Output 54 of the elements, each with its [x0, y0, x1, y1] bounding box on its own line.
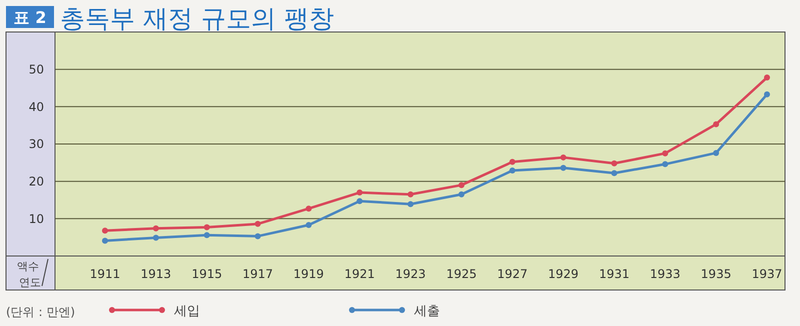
point: [306, 222, 312, 228]
x-tick-label: 1931: [598, 267, 630, 281]
point: [102, 238, 108, 244]
x-tick-label: 1935: [700, 267, 732, 281]
point: [458, 182, 464, 188]
x-tick-label: 1915: [192, 267, 222, 281]
x-tick-label: 1937: [752, 267, 782, 281]
x-tick-label: 1921: [344, 267, 375, 281]
point: [662, 150, 668, 156]
point: [713, 150, 720, 156]
point: [102, 228, 108, 234]
legend-label: 세출: [414, 304, 440, 319]
point: [560, 154, 566, 160]
point: [611, 160, 618, 166]
point: [254, 220, 261, 227]
x-tick-label: 1917: [242, 267, 274, 281]
point: [408, 201, 414, 208]
x-tick-label: 1923: [395, 267, 426, 281]
y-tick-label: 50: [28, 62, 44, 77]
x-tick-label: 1925: [446, 267, 477, 281]
point: [662, 161, 668, 168]
chart-title: 총독부 재정 규모의 팽창: [60, 4, 334, 33]
point: [408, 191, 414, 198]
point: [356, 190, 363, 196]
point: [356, 198, 363, 204]
point: [458, 191, 464, 198]
y-tick-label: 30: [28, 137, 44, 152]
point: [611, 170, 618, 176]
x-axis-title: 연도: [19, 276, 41, 289]
point: [560, 164, 566, 171]
point: [509, 158, 516, 165]
point: [713, 121, 720, 128]
text: 표 2: [14, 8, 46, 27]
x-tick-label: 1919: [293, 267, 324, 281]
x-tick-label: 1929: [548, 267, 579, 281]
point: [152, 225, 159, 232]
point: [152, 234, 159, 241]
point: [509, 168, 516, 174]
y-tick-label: 40: [28, 100, 44, 114]
x-tick-label: 1913: [140, 267, 172, 281]
legend-label: 세입: [174, 304, 200, 319]
point: [204, 232, 210, 238]
y-tick-label: 10: [28, 212, 44, 226]
point: [306, 206, 312, 212]
x-tick-label: 1933: [650, 267, 680, 281]
point: [254, 233, 261, 240]
x-tick-label: 1927: [497, 267, 528, 281]
point: [204, 224, 210, 230]
y-tick-label: 20: [28, 174, 44, 189]
text: (단위 : 만엔): [6, 305, 76, 319]
point: [764, 74, 770, 81]
x-tick-label: 1911: [90, 267, 120, 281]
y-axis-title: 액수: [17, 260, 39, 273]
point: [764, 91, 770, 98]
